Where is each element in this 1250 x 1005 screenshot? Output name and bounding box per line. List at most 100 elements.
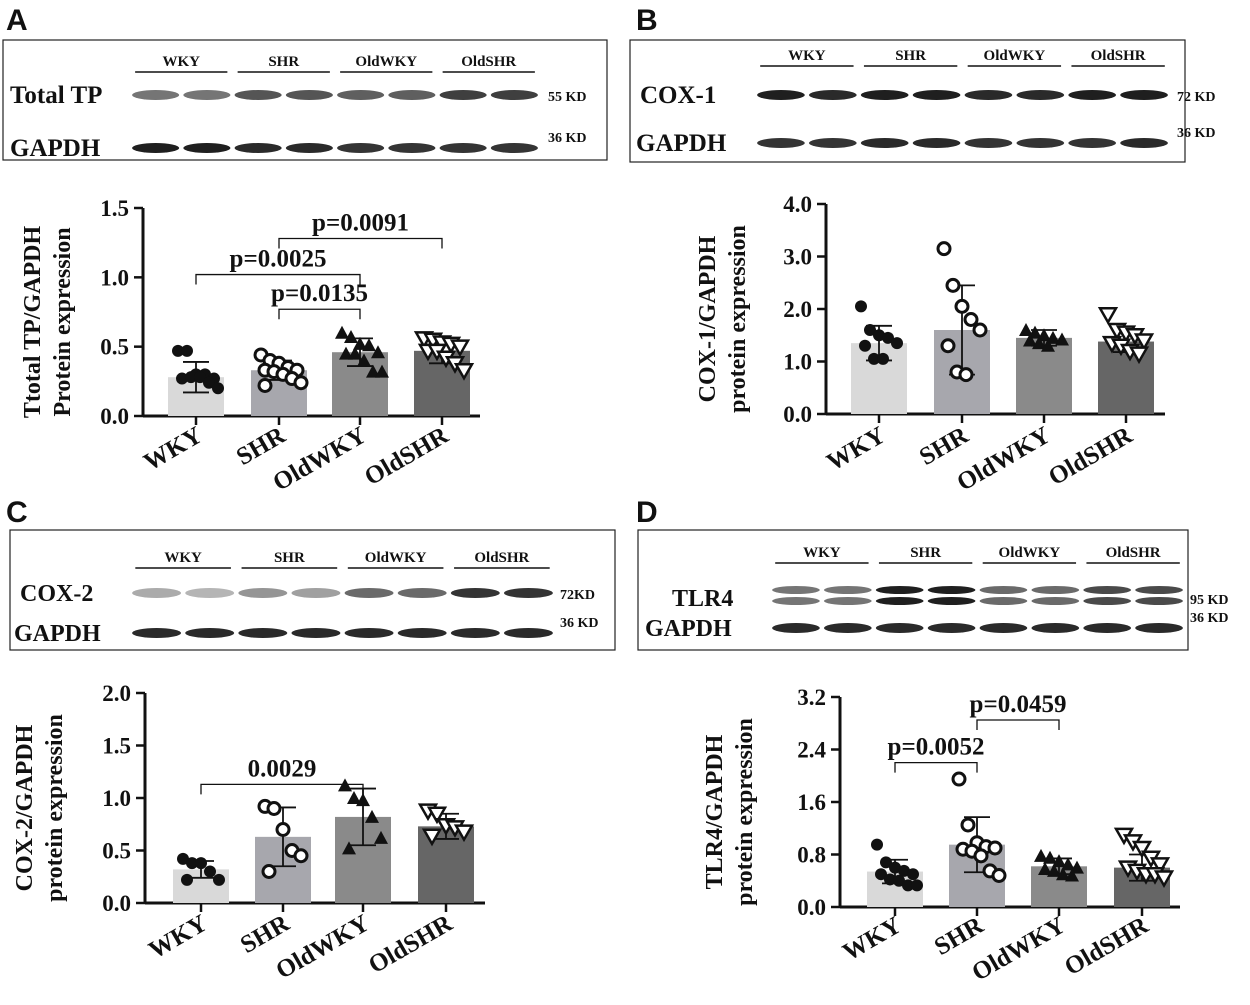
molecular-weight-label: 36 KD	[560, 616, 599, 631]
data-point	[257, 377, 273, 393]
blot-band	[979, 597, 1028, 605]
data-point	[348, 346, 362, 360]
blot-band	[185, 628, 235, 638]
data-point	[855, 300, 867, 313]
data-point	[960, 817, 976, 833]
data-point	[1043, 850, 1057, 864]
data-point	[1128, 346, 1150, 365]
data-point	[335, 325, 349, 339]
blot-band	[1083, 623, 1132, 633]
data-point	[1023, 333, 1037, 347]
data-point	[1149, 857, 1171, 875]
blot-band	[234, 90, 282, 100]
data-point	[177, 852, 189, 865]
y-tick-label: 2.0	[783, 297, 812, 322]
blot-band	[388, 143, 436, 153]
y-axis-label: COX-2/GAPDH	[12, 724, 38, 891]
data-point	[891, 337, 903, 350]
blot-band	[927, 623, 976, 633]
data-point	[1131, 840, 1153, 859]
data-point	[1065, 868, 1079, 882]
y-tick-label: 1.5	[100, 196, 129, 221]
data-point	[362, 338, 376, 352]
panel-letter-d: D	[636, 496, 658, 529]
data-point	[864, 324, 876, 336]
blot-band	[388, 90, 436, 100]
x-tick-label: SHR	[236, 909, 295, 959]
data-point	[951, 771, 967, 787]
data-point	[347, 791, 361, 804]
blot-group-label: OldWKY	[984, 48, 1046, 64]
significance-bracket: p=0.0052	[888, 734, 984, 773]
blot-band	[1016, 138, 1065, 148]
p-value-label: p=0.0025	[230, 246, 327, 273]
data-point	[374, 830, 388, 844]
data-point	[172, 344, 184, 357]
blot-row-label: COX-1	[640, 82, 716, 109]
y-axis-label: protein expression	[732, 718, 758, 906]
blot-band	[875, 586, 924, 594]
western-blot: WKY SHR OldWKY OldSHR Total TP 55 KD GAPDH 36 K…	[2, 39, 608, 162]
molecular-weight-label: 36 KD	[1190, 611, 1229, 626]
western-blot: WKY SHR OldWKY OldSHR COX-2 72KD GAPDH 36 KD	[9, 529, 616, 651]
y-tick-label: 1.5	[102, 734, 131, 759]
blot-band	[291, 588, 341, 598]
molecular-weight-label: 36 KD	[548, 131, 587, 146]
data-point	[1056, 867, 1070, 881]
blot-group-label: WKY	[803, 545, 841, 561]
blot-band	[285, 143, 333, 153]
significance-bracket: 0.0029	[200, 755, 364, 795]
blot-row-label: GAPDH	[14, 621, 101, 647]
blot-band	[439, 90, 487, 100]
data-point	[204, 865, 216, 878]
blot-group-label: OldWKY	[355, 54, 417, 70]
data-point	[453, 824, 475, 843]
data-point	[991, 868, 1007, 883]
blot-band	[504, 588, 553, 598]
blot-band	[1083, 586, 1132, 594]
x-tick-label: OldWKY	[268, 422, 371, 497]
data-point	[371, 345, 385, 359]
y-axis-label: protein expression	[725, 225, 751, 413]
data-point	[366, 364, 380, 378]
blot-band	[1068, 90, 1117, 100]
blot-band	[185, 588, 235, 598]
y-tick-label: 1.6	[797, 790, 826, 815]
data-point	[973, 848, 989, 864]
x-tick-label: OldSHR	[360, 421, 454, 491]
x-tick-label: SHR	[915, 421, 974, 471]
data-point	[945, 277, 961, 293]
data-point	[195, 857, 207, 870]
blot-group-label: OldSHR	[1106, 545, 1161, 561]
data-point	[357, 353, 371, 367]
blot-band	[1068, 138, 1117, 148]
blot-band	[450, 628, 500, 638]
blot-band	[238, 628, 288, 638]
significance-bracket: p=0.0459	[970, 691, 1067, 730]
blot-band	[1016, 90, 1065, 100]
y-tick-label: 2.0	[102, 681, 131, 706]
data-point	[213, 873, 225, 886]
p-value-label: p=0.0459	[970, 691, 1067, 718]
blot-band	[397, 588, 447, 598]
blot-row-label: Total TP	[10, 82, 102, 109]
blot-band	[183, 90, 231, 100]
y-tick-label: 0.0	[797, 895, 826, 920]
y-axis-label: Ttotal TP/GAPDH	[20, 226, 46, 419]
blot-group-label: SHR	[910, 545, 941, 561]
data-point	[453, 362, 475, 381]
blot-band	[912, 138, 961, 148]
blot-band	[1031, 623, 1080, 633]
blot-band	[979, 586, 1028, 594]
bar-chart: 0.0 0.8 1.6 2.4 3.2 TLR4/GAPDH protein express…	[702, 685, 1180, 987]
blot-band	[132, 143, 180, 153]
y-tick-label: 0.0	[102, 891, 131, 916]
data-point	[963, 312, 979, 327]
data-point	[342, 841, 356, 855]
data-point	[898, 864, 910, 877]
data-point	[987, 840, 1003, 856]
data-point	[1097, 307, 1119, 325]
blot-band	[927, 586, 976, 594]
blot-band	[285, 90, 333, 100]
